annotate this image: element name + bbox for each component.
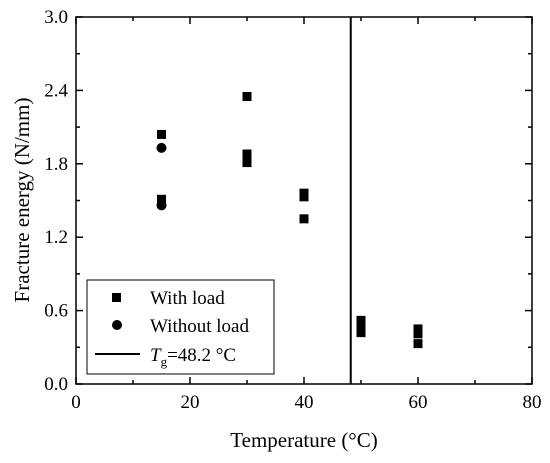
point-without-load (156, 200, 167, 211)
legend-label-tg: Tg=48.2 °C (150, 345, 236, 369)
point-with-load (413, 339, 423, 349)
y-axis-title: Fracture energy (N/mm) (10, 98, 34, 303)
y-tick-label: 3.0 (44, 7, 68, 28)
legend-tg-subscript: g (161, 354, 168, 369)
point-with-load (356, 315, 366, 325)
legend-label-with-load: With load (150, 288, 225, 309)
y-tick-label: 1.2 (44, 227, 68, 248)
x-tick-label: 40 (295, 392, 314, 413)
axis-ticks (75, 16, 533, 385)
point-with-load (356, 322, 366, 332)
legend-circle-marker (112, 320, 122, 330)
y-tick-label: 2.4 (44, 80, 68, 101)
legend-label-without-load: Without load (150, 316, 249, 337)
y-tick-label: 0.0 (44, 374, 68, 395)
point-with-load (356, 328, 366, 338)
x-tick-label: 80 (523, 392, 542, 413)
y-tick-label: 1.8 (44, 154, 68, 175)
point-with-load (242, 158, 252, 168)
tick-labels: 0 20 40 60 80 0.0 0.6 1.2 1.8 2.4 3.0 (44, 7, 541, 413)
point-without-load (156, 142, 167, 153)
legend-square-marker (112, 293, 121, 302)
y-tick-label: 0.6 (44, 301, 68, 322)
legend-tg-value: =48.2 °C (167, 345, 236, 366)
data-points (156, 92, 423, 349)
point-with-load (157, 129, 166, 139)
legend: With load Without load Tg=48.2 °C (86, 279, 275, 375)
point-with-load (299, 192, 309, 202)
point-with-load (413, 329, 423, 339)
legend-tg-symbol: T (150, 345, 162, 366)
point-with-load (413, 324, 423, 334)
x-tick-label: 60 (409, 392, 428, 413)
point-with-load (242, 149, 252, 159)
point-with-load (299, 214, 309, 224)
point-with-load (242, 92, 252, 102)
x-tick-label: 0 (71, 392, 81, 413)
x-axis-title: Temperature (°C) (230, 428, 377, 452)
x-tick-label: 20 (181, 392, 200, 413)
